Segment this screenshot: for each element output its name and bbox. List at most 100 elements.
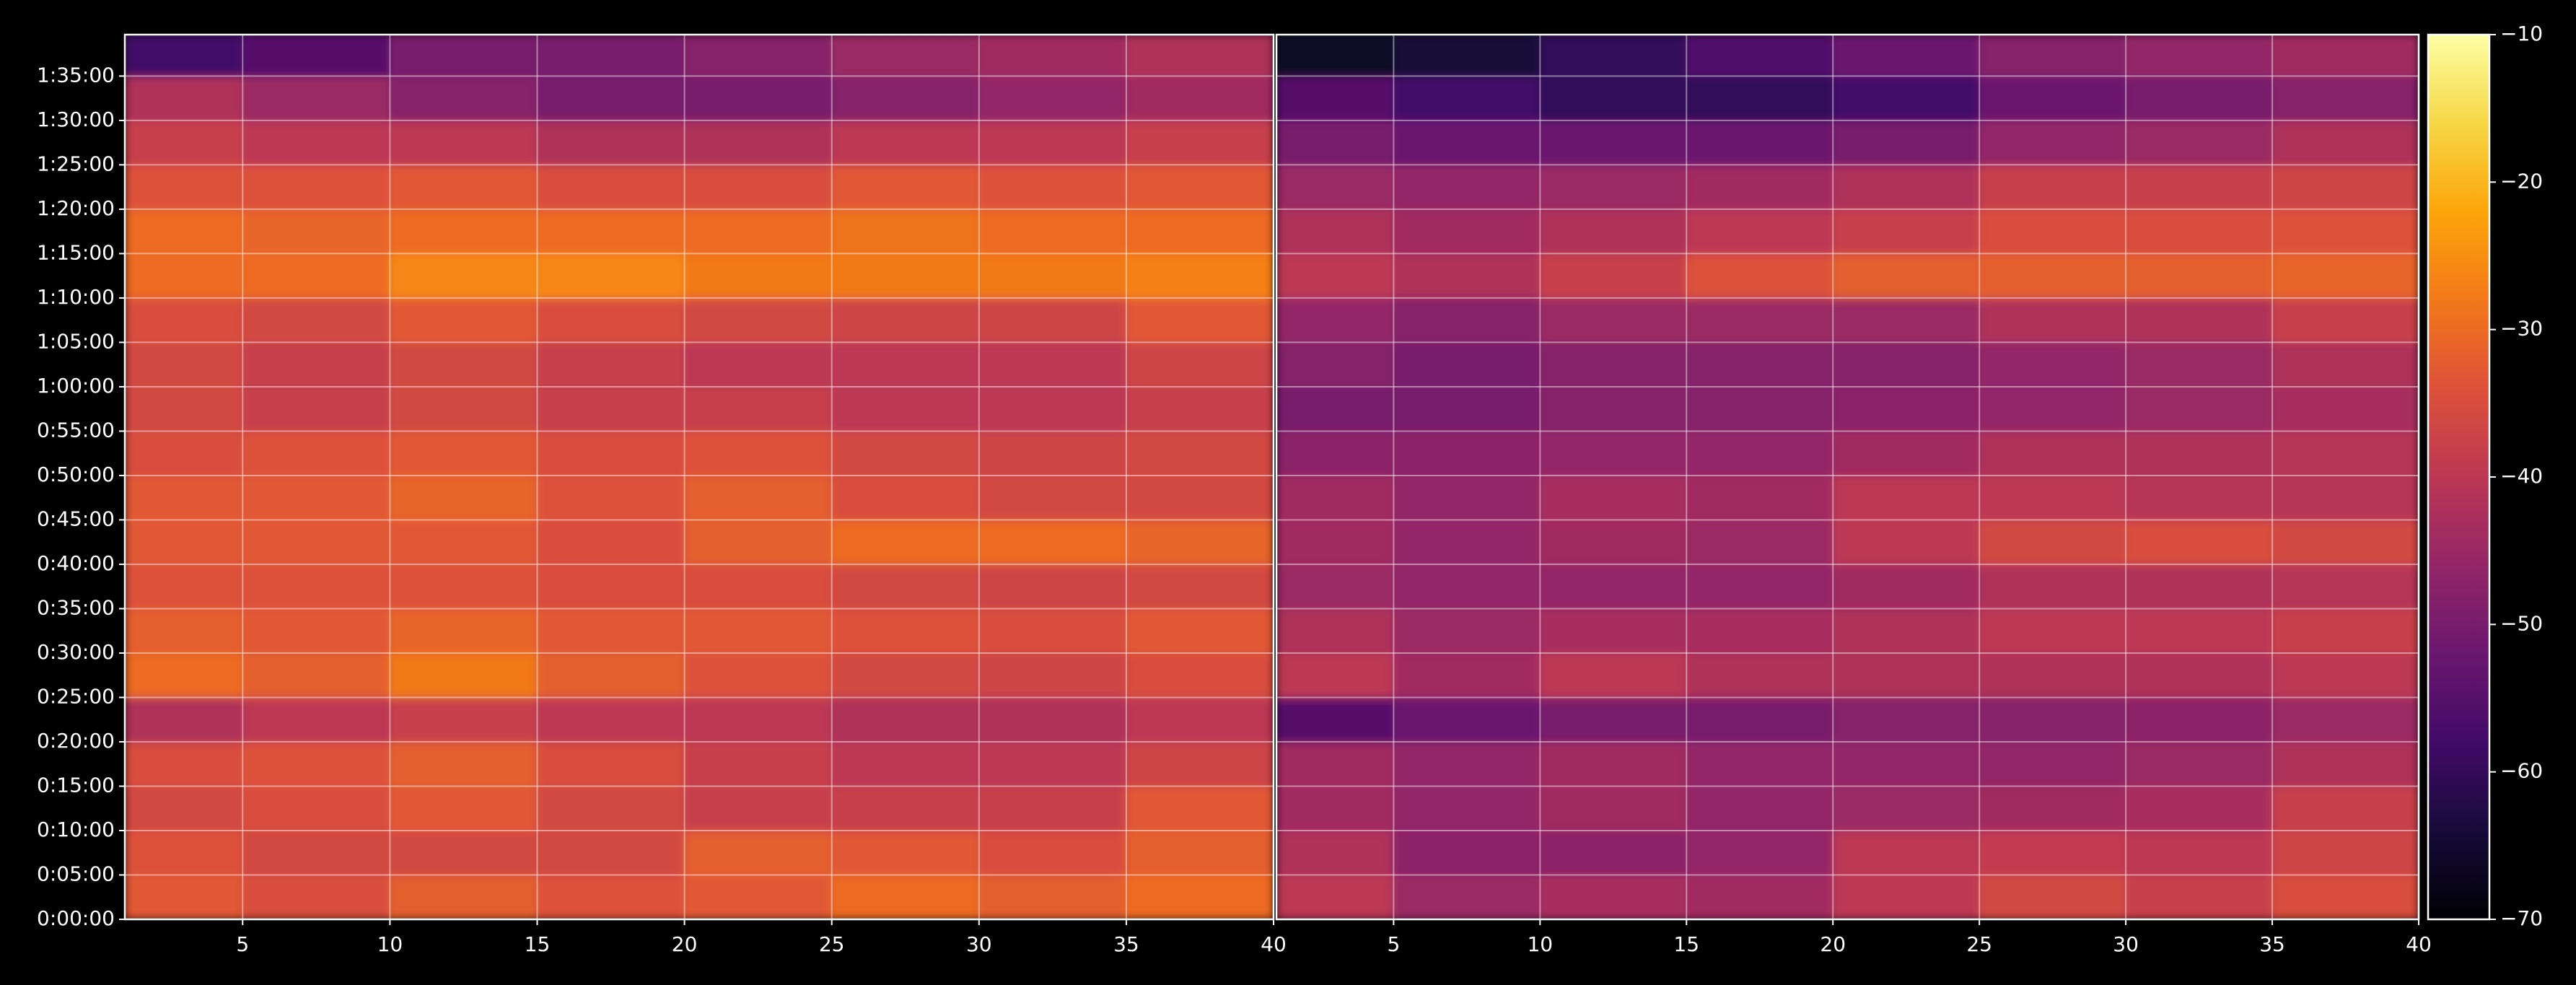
- heatmap-cell: [1276, 696, 1395, 743]
- heatmap-cell: [1125, 208, 1274, 255]
- heatmap-cell: [536, 430, 685, 476]
- x-tick-label: 10: [1527, 932, 1553, 956]
- x-tick-label: 25: [819, 932, 845, 956]
- heatmap-cell: [2125, 563, 2274, 610]
- heatmap-cell: [683, 341, 833, 388]
- heatmap-cell: [242, 874, 391, 919]
- heatmap-cell: [1686, 519, 1834, 565]
- y-tick-label: 1:25:00: [37, 152, 115, 175]
- heatmap-cell: [683, 519, 833, 565]
- heatmap-cell: [1125, 563, 1274, 610]
- x-tick-label: 15: [1673, 932, 1699, 956]
- heatmap-cell: [536, 563, 685, 610]
- heatmap-cell: [683, 874, 833, 919]
- heatmap-cell: [2271, 430, 2419, 476]
- heatmap-cell: [125, 740, 244, 787]
- heatmap-cell: [1979, 385, 2127, 432]
- heatmap-cell: [1979, 119, 2127, 166]
- heatmap-cell: [536, 696, 685, 743]
- heatmap-cell: [2125, 829, 2274, 876]
- heatmap-cell: [1979, 35, 2127, 77]
- heatmap-cell: [1276, 430, 1395, 476]
- heatmap-cell: [831, 696, 980, 743]
- heatmap-cell: [2125, 385, 2274, 432]
- heatmap-cell: [1393, 341, 1541, 388]
- heatmap-cell: [1979, 341, 2127, 388]
- heatmap-cell: [389, 652, 538, 699]
- heatmap-cell: [831, 164, 980, 210]
- heatmap-cell: [2125, 474, 2274, 521]
- heatmap-cell: [2271, 519, 2419, 565]
- heatmap-cell: [2125, 608, 2274, 654]
- heatmap-cell: [1979, 164, 2127, 210]
- heatmap-cell: [1832, 608, 1981, 654]
- heatmap-cell: [1276, 164, 1395, 210]
- heatmap-cell: [242, 208, 391, 255]
- heatmap-cell: [683, 385, 833, 432]
- heatmap-cell: [1125, 119, 1274, 166]
- heatmap-cell: [125, 253, 244, 299]
- heatmap-cell: [242, 35, 391, 77]
- heatmap-cell: [1125, 696, 1274, 743]
- heatmap-cell: [2125, 430, 2274, 476]
- heatmap-cell: [1686, 740, 1834, 787]
- heatmap-cell: [2271, 385, 2419, 432]
- heatmap-cell: [831, 341, 980, 388]
- heatmap-cell: [389, 35, 538, 77]
- heatmap-cell: [1125, 385, 1274, 432]
- heatmap-cell: [389, 253, 538, 299]
- heatmap-cell: [1539, 519, 1688, 565]
- heatmap-cell: [2271, 563, 2419, 610]
- heatmap-cell: [242, 297, 391, 343]
- heatmap-cell: [1393, 474, 1541, 521]
- heatmap-cell: [831, 563, 980, 610]
- heatmap-cell: [2271, 829, 2419, 876]
- y-tick-label: 0:50:00: [37, 463, 115, 486]
- heatmap-cell: [242, 119, 391, 166]
- heatmap-cell: [1125, 785, 1274, 831]
- heatmap-cell: [831, 740, 980, 787]
- heatmap-cell: [389, 385, 538, 432]
- heatmap-cell: [2271, 119, 2419, 166]
- heatmap-cell: [1539, 341, 1688, 388]
- heatmap-cell: [978, 208, 1127, 255]
- heatmap-cell: [1539, 75, 1688, 121]
- heatmap-cell: [683, 430, 833, 476]
- heatmap-cell: [978, 652, 1127, 699]
- heatmap-cell: [683, 696, 833, 743]
- heatmap-cell: [1539, 164, 1688, 210]
- heatmap-cell: [831, 474, 980, 521]
- heatmap-cell: [1832, 563, 1981, 610]
- heatmap-cell: [1539, 740, 1688, 787]
- heatmap-cell: [1393, 874, 1541, 919]
- heatmap-cell: [125, 297, 244, 343]
- heatmap-cell: [125, 119, 244, 166]
- heatmap-cell: [1393, 829, 1541, 876]
- heatmap-cell: [1393, 297, 1541, 343]
- heatmap-cell: [978, 119, 1127, 166]
- heatmap-cell: [831, 652, 980, 699]
- heatmap-cell: [242, 430, 391, 476]
- heatmap-cell: [831, 519, 980, 565]
- heatmap-cell: [1686, 164, 1834, 210]
- heatmap-cell: [536, 341, 685, 388]
- heatmap-cell: [1393, 608, 1541, 654]
- heatmap-cell: [1125, 740, 1274, 787]
- heatmap-cell: [125, 829, 244, 876]
- heatmap-cell: [1832, 35, 1981, 77]
- heatmap-cell: [2271, 35, 2419, 77]
- heatmap-cell: [1832, 740, 1981, 787]
- y-tick-label: 0:40:00: [37, 551, 115, 575]
- heatmap-cell: [389, 297, 538, 343]
- heatmap-cell: [125, 208, 244, 255]
- heatmap-cell: [242, 474, 391, 521]
- heatmap-cell: [389, 75, 538, 121]
- x-tick-label: 25: [1966, 932, 1992, 956]
- heatmap-cell: [1832, 385, 1981, 432]
- heatmap-cell: [1832, 253, 1981, 299]
- heatmap-cell: [125, 341, 244, 388]
- heatmap-cell: [1832, 297, 1981, 343]
- heatmap-cell: [389, 829, 538, 876]
- heatmap-cell: [683, 608, 833, 654]
- heatmap-cell: [1539, 785, 1688, 831]
